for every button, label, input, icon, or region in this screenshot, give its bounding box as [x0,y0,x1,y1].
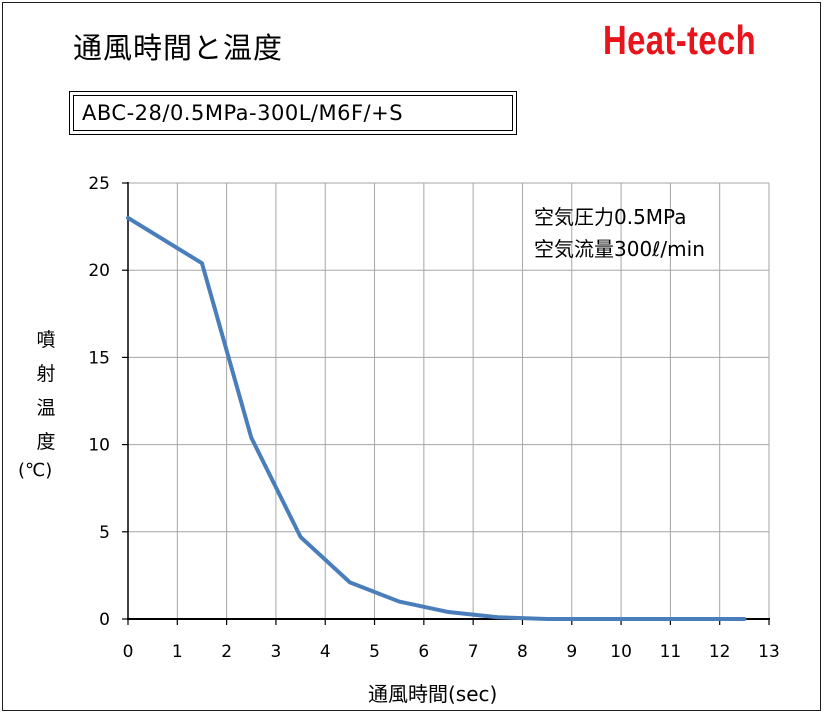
ylabel-char: 度 [36,431,56,453]
y-tick-label: 10 [88,436,110,456]
x-tick-label: 13 [758,642,780,662]
x-tick-label: 11 [660,642,682,662]
x-tick-label: 6 [418,642,429,662]
y-tick-label: 5 [99,523,110,543]
x-tick-label: 7 [468,642,479,662]
x-tick-label: 9 [566,642,577,662]
model-box: ABC-28/0.5MPa-300L/M6F/+S [69,91,517,135]
series-line [126,215,747,621]
page-title: 通風時間と温度 [73,31,284,65]
model-label: ABC-28/0.5MPa-300L/M6F/+S [73,95,513,131]
ylabel-char: 温 [36,397,56,419]
x-tick-label: 8 [517,642,528,662]
x-tick-label: 10 [610,642,632,662]
x-tick-label: 3 [271,642,282,662]
y-tick-label: 0 [99,610,110,630]
ylabel-char: 噴 [36,329,56,351]
x-tick-label: 5 [369,642,380,662]
brand-logo: Heat-tech [603,17,757,63]
y-tick-label: 25 [88,174,110,194]
x-tick-label: 4 [320,642,331,662]
x-tick-label: 2 [221,642,232,662]
ylabel-unit: (℃) [18,460,53,481]
x-axis-label: 通風時間(sec) [368,682,498,706]
annotation-air-flow: 空気流量300ℓ/min [534,237,705,261]
y-tick-label: 15 [88,348,110,368]
annotation-air-pressure: 空気圧力0.5MPa [534,205,687,229]
x-tick-label: 1 [172,642,183,662]
x-tick-label: 0 [123,642,134,662]
ylabel-char: 射 [36,363,56,385]
y-tick-label: 20 [88,261,110,281]
x-tick-label: 12 [709,642,731,662]
